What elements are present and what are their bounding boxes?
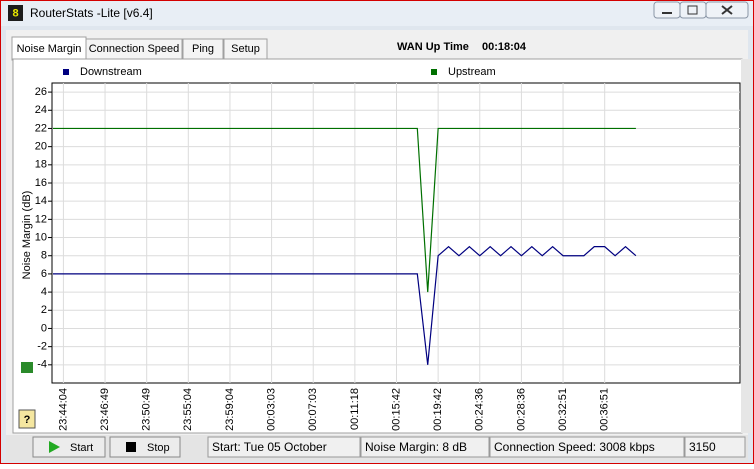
- x-tick-label: 00:36:51: [599, 388, 611, 431]
- y-tick-label: 18: [35, 159, 47, 171]
- help-icon[interactable]: [18, 409, 36, 429]
- tab-label: Connection Speed: [89, 43, 180, 55]
- x-tick-label: 23:50:49: [141, 388, 153, 431]
- tab-label: Setup: [231, 43, 260, 55]
- wan-label: WAN Up Time: [397, 41, 469, 53]
- button[interactable]: [32, 436, 106, 458]
- x-tick-label: 00:11:18: [349, 388, 361, 430]
- tab-label: Ping: [192, 43, 214, 55]
- y-tick-label: 6: [41, 268, 47, 280]
- x-tick-label: 00:03:03: [265, 388, 277, 431]
- x-tick-label: 00:19:42: [432, 388, 444, 431]
- status-panel: [207, 436, 361, 458]
- wan-value: 00:18:04: [482, 41, 527, 53]
- button-label: Start: [70, 442, 93, 454]
- button-label: Stop: [147, 442, 170, 454]
- legend-label: Downstream: [80, 66, 142, 78]
- y-tick-label: 26: [35, 86, 47, 98]
- y-tick-label: 16: [35, 177, 47, 189]
- y-tick-label: 2: [41, 304, 47, 316]
- app-icon: 8: [12, 7, 18, 19]
- y-axis-label: Noise Margin (dB): [21, 191, 33, 280]
- status-text: 3150: [689, 440, 716, 454]
- status-text: Noise Margin: 8 dB: [365, 440, 467, 454]
- legend-marker: [63, 69, 69, 75]
- title-bar: [1, 1, 753, 26]
- maximize-icon: [687, 5, 698, 15]
- window-title: RouterStats -Lite [v6.4]: [30, 6, 153, 20]
- maximize-button[interactable]: [679, 1, 707, 19]
- y-tick-label: 10: [35, 231, 47, 243]
- y-tick-label: 8: [41, 250, 47, 262]
- series-line: [53, 245, 637, 365]
- y-tick-label: 12: [35, 213, 47, 225]
- y-tick-label: 14: [35, 195, 47, 207]
- camera-icon[interactable]: [21, 362, 33, 373]
- x-tick-label: 00:15:42: [390, 388, 402, 431]
- y-tick-label: 4: [41, 286, 47, 298]
- stop-icon: [126, 442, 136, 452]
- scrollbar[interactable]: [741, 59, 752, 433]
- x-tick-label: 00:07:03: [307, 388, 319, 431]
- x-tick-label: 23:55:04: [182, 388, 194, 431]
- y-tick-label: 24: [35, 104, 47, 116]
- y-tick-label: 20: [35, 141, 47, 153]
- series-line: [53, 127, 636, 293]
- x-tick-label: 00:32:51: [557, 388, 569, 431]
- start-icon: [49, 441, 60, 453]
- x-tick-label: 23:44:04: [57, 388, 69, 431]
- app-icon-bg: [8, 5, 23, 21]
- legend-marker: [431, 69, 437, 75]
- x-tick-label: 00:24:36: [474, 388, 486, 431]
- y-tick-label: -4: [37, 359, 47, 371]
- y-tick-label: -2: [37, 341, 47, 353]
- close-icon: [721, 5, 733, 15]
- x-tick-label: 00:28:36: [515, 388, 527, 431]
- tab-label: Noise Margin: [17, 43, 82, 55]
- y-tick-label: 0: [41, 322, 47, 334]
- status-panel: [360, 436, 490, 458]
- minimize-button[interactable]: [653, 1, 681, 19]
- legend-label: Upstream: [448, 66, 496, 78]
- status-panel: [489, 436, 685, 458]
- status-text: Connection Speed: 3008 kbps: [494, 440, 655, 454]
- status-panel: [684, 436, 746, 458]
- status-text: Start: Tue 05 October: [212, 440, 327, 454]
- x-tick-label: 23:46:49: [99, 388, 111, 431]
- y-tick-label: 22: [35, 122, 47, 134]
- help-glyph: ?: [24, 414, 31, 426]
- x-tick-label: 23:59:04: [224, 388, 236, 431]
